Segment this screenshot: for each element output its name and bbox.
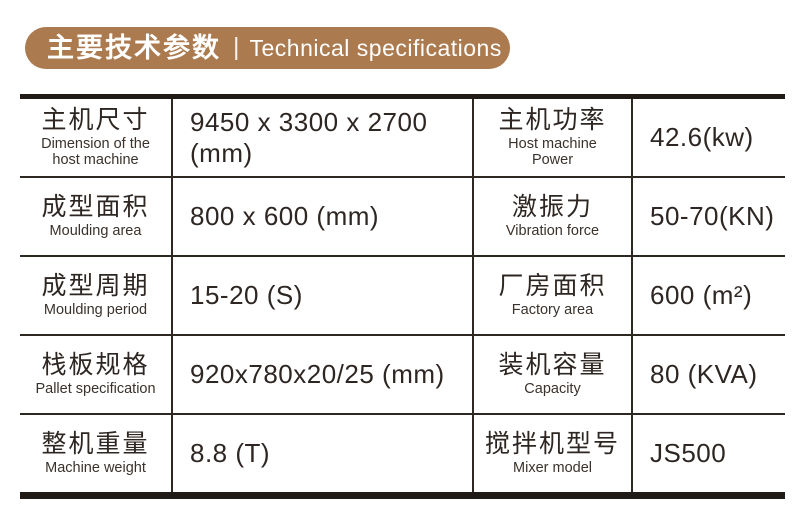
section-title-chinese: 主要技术参数 bbox=[47, 32, 221, 63]
spec-value: 8.8 (T) bbox=[190, 438, 271, 468]
spec-label-english: Factory area bbox=[511, 302, 594, 319]
specifications-table: 主机尺寸 Dimension of the host machine 9450 … bbox=[20, 94, 785, 499]
spec-value: 920x780x20/25 (mm) bbox=[190, 359, 445, 389]
spec-label-english: Host machine Power bbox=[508, 135, 597, 169]
spec-label-chinese: 装机容量 bbox=[498, 351, 607, 380]
spec-label-chinese: 主机尺寸 bbox=[41, 105, 150, 134]
spec-label-cell: 搅拌机型号 Mixer model bbox=[474, 415, 633, 492]
spec-label-chinese: 整机重量 bbox=[41, 430, 150, 459]
spec-label-english: Machine weight bbox=[45, 460, 146, 477]
table-row: 主机尺寸 Dimension of the host machine 9450 … bbox=[20, 99, 785, 178]
spec-value: 80 (KVA) bbox=[650, 359, 758, 389]
table-row: 成型周期 Moulding period 15-20 (S) 厂房面积 Fact… bbox=[20, 257, 785, 336]
spec-label-cell: 成型周期 Moulding period bbox=[20, 257, 173, 334]
spec-value-cell: 600 (m²) bbox=[633, 257, 783, 334]
spec-value-cell: 8.8 (T) bbox=[173, 415, 474, 492]
spec-value: 600 (m²) bbox=[650, 280, 753, 310]
spec-label-cell: 装机容量 Capacity bbox=[474, 336, 633, 413]
spec-label-english: Vibration force bbox=[505, 223, 600, 240]
spec-value-cell: 80 (KVA) bbox=[633, 336, 783, 413]
section-title-english: Technical specifications bbox=[249, 34, 502, 61]
spec-label-english: Moulding area bbox=[49, 223, 142, 240]
spec-label-chinese: 成型周期 bbox=[41, 272, 150, 301]
spec-label-chinese: 主机功率 bbox=[498, 105, 607, 134]
spec-value-cell: 9450 x 3300 x 2700 (mm) bbox=[173, 99, 474, 176]
spec-label-cell: 栈板规格 Pallet specification bbox=[20, 336, 173, 413]
spec-label-chinese: 厂房面积 bbox=[498, 272, 607, 301]
table-row: 成型面积 Moulding area 800 x 600 (mm) 激振力 Vi… bbox=[20, 178, 785, 257]
spec-label-cell: 主机功率 Host machine Power bbox=[474, 99, 633, 176]
spec-value: JS500 bbox=[650, 438, 727, 468]
table-row: 整机重量 Machine weight 8.8 (T) 搅拌机型号 Mixer … bbox=[20, 415, 785, 492]
spec-label-english: Mixer model bbox=[513, 460, 592, 477]
spec-label-cell: 激振力 Vibration force bbox=[474, 178, 633, 255]
spec-value: 42.6(kw) bbox=[650, 122, 754, 152]
spec-value-cell: 920x780x20/25 (mm) bbox=[173, 336, 474, 413]
spec-label-english: Moulding period bbox=[43, 302, 148, 319]
spec-label-cell: 主机尺寸 Dimension of the host machine bbox=[20, 99, 173, 176]
spec-label-chinese: 搅拌机型号 bbox=[484, 430, 620, 459]
spec-label-cell: 整机重量 Machine weight bbox=[20, 415, 173, 492]
spec-label-chinese: 栈板规格 bbox=[41, 351, 150, 380]
spec-value-cell: 800 x 600 (mm) bbox=[173, 178, 474, 255]
spec-value-cell: 15-20 (S) bbox=[173, 257, 474, 334]
spec-value-cell: 50-70(KN) bbox=[633, 178, 783, 255]
spec-label-cell: 厂房面积 Factory area bbox=[474, 257, 633, 334]
spec-value-cell: 42.6(kw) bbox=[633, 99, 783, 176]
spec-label-chinese: 成型面积 bbox=[41, 193, 150, 222]
spec-value: 50-70(KN) bbox=[650, 201, 775, 231]
spec-label-english: Capacity bbox=[524, 381, 581, 398]
table-row: 栈板规格 Pallet specification 920x780x20/25 … bbox=[20, 336, 785, 415]
title-divider: | bbox=[233, 32, 240, 61]
spec-value: 800 x 600 (mm) bbox=[190, 201, 380, 231]
spec-label-cell: 成型面积 Moulding area bbox=[20, 178, 173, 255]
spec-label-english: Pallet specification bbox=[35, 381, 156, 398]
section-title-banner: 主要技术参数 | Technical specifications bbox=[25, 27, 510, 69]
spec-value-cell: JS500 bbox=[633, 415, 783, 492]
spec-label-english: Dimension of the host machine bbox=[41, 135, 150, 169]
spec-label-chinese: 激振力 bbox=[511, 193, 593, 222]
spec-value: 15-20 (S) bbox=[190, 280, 303, 310]
spec-value: 9450 x 3300 x 2700 (mm) bbox=[190, 106, 428, 168]
